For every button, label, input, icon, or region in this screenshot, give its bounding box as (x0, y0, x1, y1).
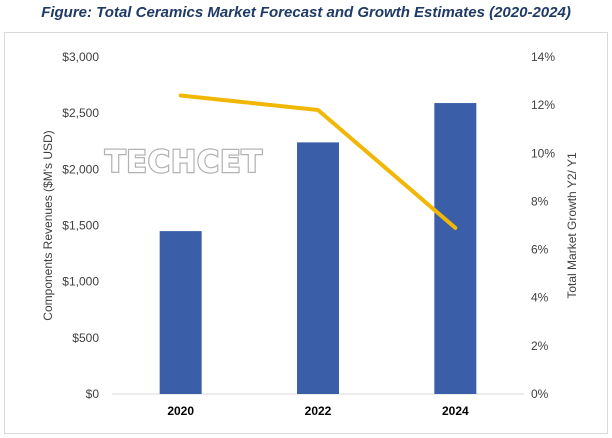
x-tick-label: 2024 (442, 404, 469, 418)
y-tick-label: $1,000 (62, 275, 99, 289)
y-tick-label: $500 (72, 331, 99, 345)
y2-tick-label: 6% (531, 243, 549, 257)
right-axis-ticks: 0% 2% 4% 6% 8% 10% 12% 14% (531, 50, 555, 401)
y-tick-label: $2,500 (62, 106, 99, 120)
y2-tick-label: 2% (531, 339, 549, 353)
bar (159, 231, 202, 394)
x-axis-ticks: 2020 2022 2024 (167, 404, 469, 418)
chart-title: Figure: Total Ceramics Market Forecast a… (41, 4, 571, 21)
y-tick-label: $2,000 (62, 162, 99, 176)
y-tick-label: $3,000 (62, 50, 99, 64)
y-axis-title: Components Revenues ($M's USD) (41, 130, 55, 320)
y2-tick-label: 8% (531, 194, 549, 208)
bar (297, 142, 339, 394)
chart-frame (4, 32, 608, 434)
y2-tick-label: 12% (531, 98, 555, 112)
x-tick-label: 2020 (167, 404, 194, 418)
bar (434, 103, 477, 394)
y2-tick-label: 10% (531, 146, 555, 160)
x-tick-label: 2022 (305, 404, 332, 418)
bar-series (159, 103, 477, 394)
y2-axis-title: Total Market Growth Y2/ Y1 (565, 152, 579, 299)
growth-line (178, 93, 458, 230)
y2-tick-label: 0% (531, 387, 549, 401)
growth-line-series (178, 93, 458, 230)
y-tick-label: $0 (86, 387, 100, 401)
y-tick-label: $1,500 (62, 219, 99, 233)
techcet-watermark: TECHCET (105, 145, 263, 180)
left-axis-ticks: $0 $500 $1,000 $1,500 $2,000 $2,500 $3,000 (62, 50, 99, 401)
y2-tick-label: 4% (531, 291, 549, 305)
y2-tick-label: 14% (531, 50, 555, 64)
